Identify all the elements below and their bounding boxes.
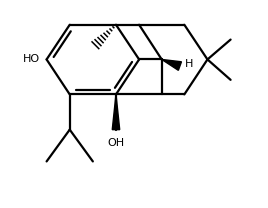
Text: H: H xyxy=(185,59,193,69)
Polygon shape xyxy=(112,94,120,130)
Text: HO: HO xyxy=(23,54,40,64)
Polygon shape xyxy=(162,59,181,70)
Text: OH: OH xyxy=(107,138,125,148)
